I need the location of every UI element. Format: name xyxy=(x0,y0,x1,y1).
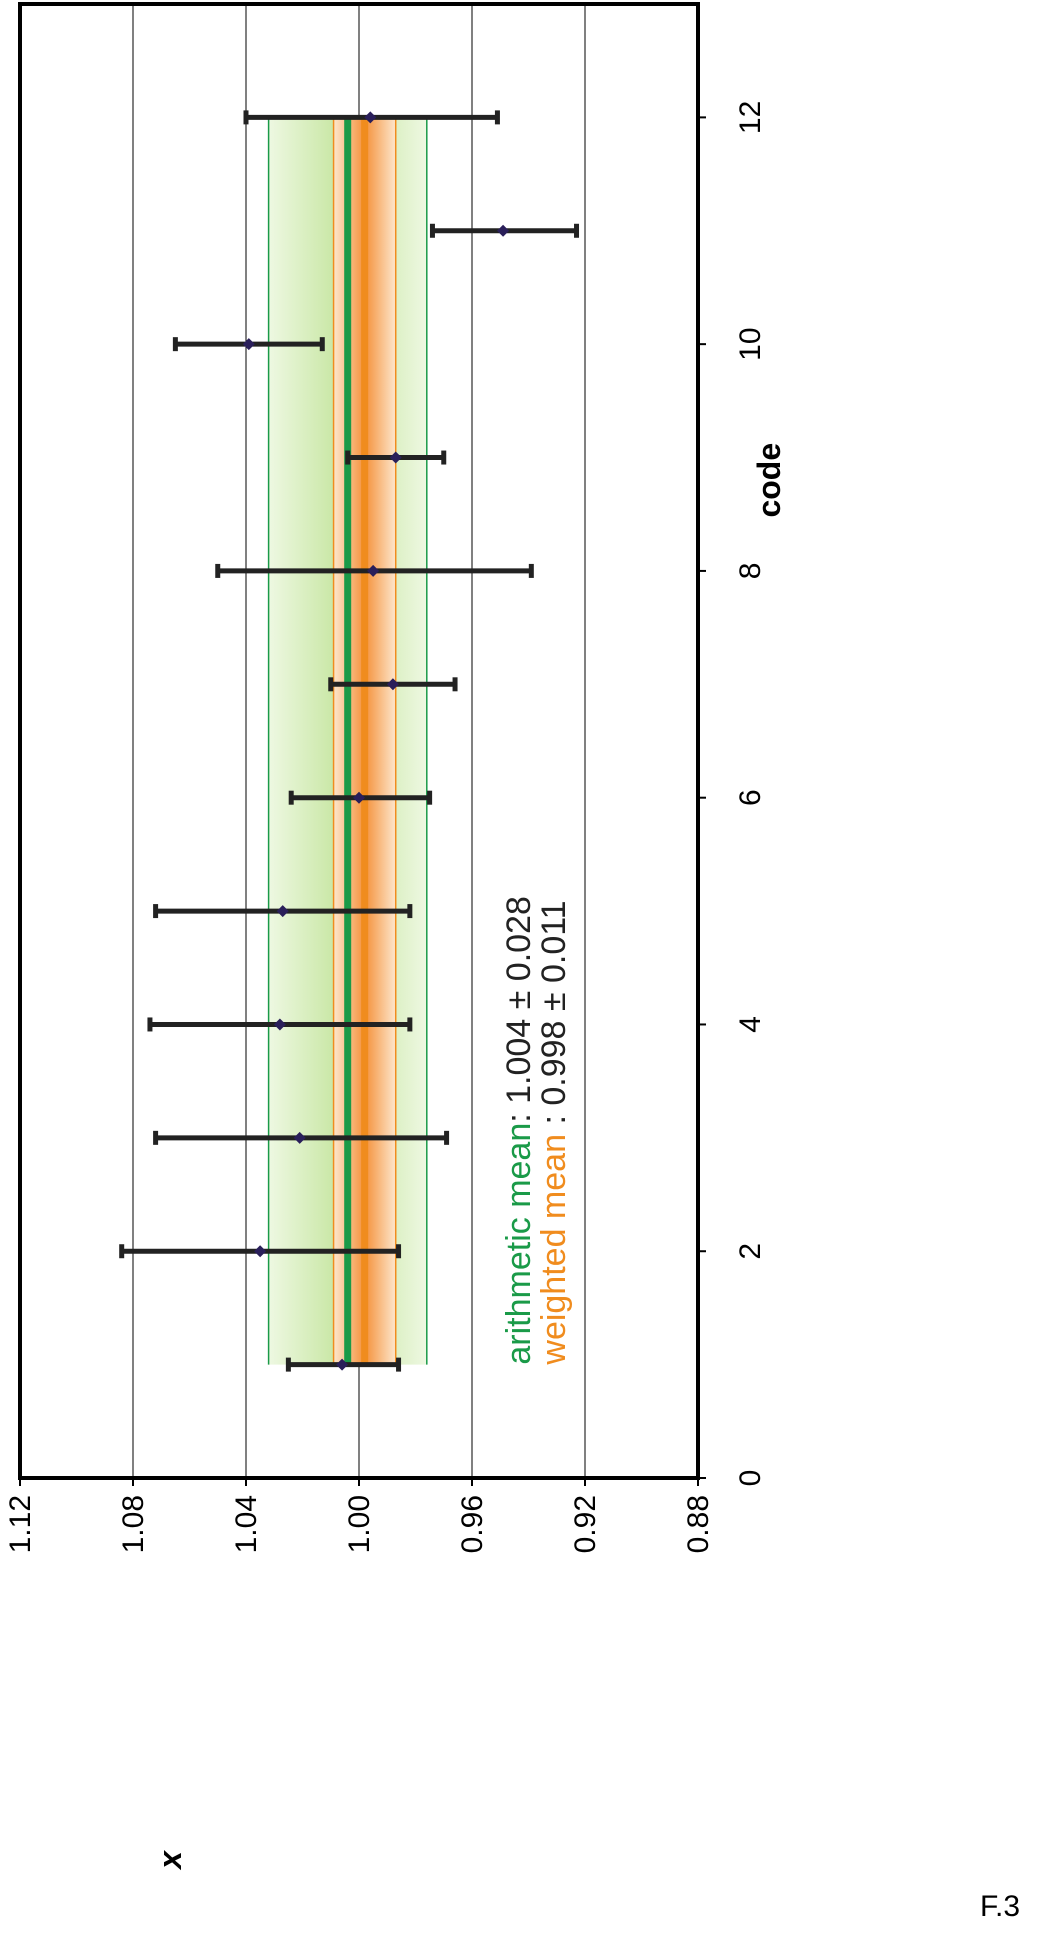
data-point xyxy=(367,564,380,577)
y-tick-label: 1.04 xyxy=(230,1495,263,1553)
x-tick-label: 0 xyxy=(734,1470,767,1487)
data-point xyxy=(389,451,402,464)
y-tick-label: 1.08 xyxy=(117,1495,150,1553)
data-point xyxy=(276,905,289,918)
legend-weighted: weighted mean : 0.998 ± 0.011 xyxy=(535,900,573,1365)
y-tick-label: 1.12 xyxy=(4,1495,37,1553)
data-point xyxy=(497,224,510,237)
x-tick-label: 2 xyxy=(734,1243,767,1260)
y-tick-label: 0.92 xyxy=(569,1495,602,1553)
data-point xyxy=(336,1358,349,1371)
mean-bands xyxy=(267,117,428,1365)
data-point xyxy=(273,1018,286,1031)
x-axis-title: code xyxy=(751,443,787,518)
x-tick-label: 8 xyxy=(734,563,767,580)
y-tick-label: 0.96 xyxy=(456,1495,489,1553)
legend: arithmetic mean: 1.004 ± 0.028 weighted … xyxy=(500,896,573,1366)
data-points xyxy=(242,111,510,1371)
y-axis-title: x xyxy=(152,1850,188,1871)
y-tick-labels: 0.88 0.92 0.96 1.00 1.04 1.08 1.12 xyxy=(4,1478,715,1553)
data-point xyxy=(353,791,365,804)
legend-arithmetic-value: : 1.004 ± 0.028 xyxy=(500,896,538,1123)
y-tick-label: 1.00 xyxy=(343,1495,376,1553)
legend-weighted-label: weighted mean xyxy=(535,1134,573,1366)
data-point xyxy=(293,1131,306,1144)
y-tick-label: 0.88 xyxy=(682,1495,715,1553)
x-tick-label: 4 xyxy=(734,1016,767,1033)
x-tick-label: 12 xyxy=(734,101,767,134)
data-point xyxy=(364,111,377,124)
data-point xyxy=(386,678,399,691)
data-point xyxy=(254,1245,267,1258)
legend-arithmetic-label: arithmetic mean xyxy=(500,1123,538,1365)
weighted-band-lower xyxy=(364,117,396,1365)
figure-label: F.3 xyxy=(980,1890,1021,1923)
x-tick-labels: 0 2 4 6 8 10 12 xyxy=(698,101,767,1487)
data-point xyxy=(242,338,255,351)
x-tick-label: 6 xyxy=(734,789,767,806)
legend-weighted-value: : 0.998 ± 0.011 xyxy=(535,900,573,1134)
legend-arithmetic: arithmetic mean: 1.004 ± 0.028 xyxy=(500,896,538,1365)
x-tick-label: 10 xyxy=(734,327,767,360)
